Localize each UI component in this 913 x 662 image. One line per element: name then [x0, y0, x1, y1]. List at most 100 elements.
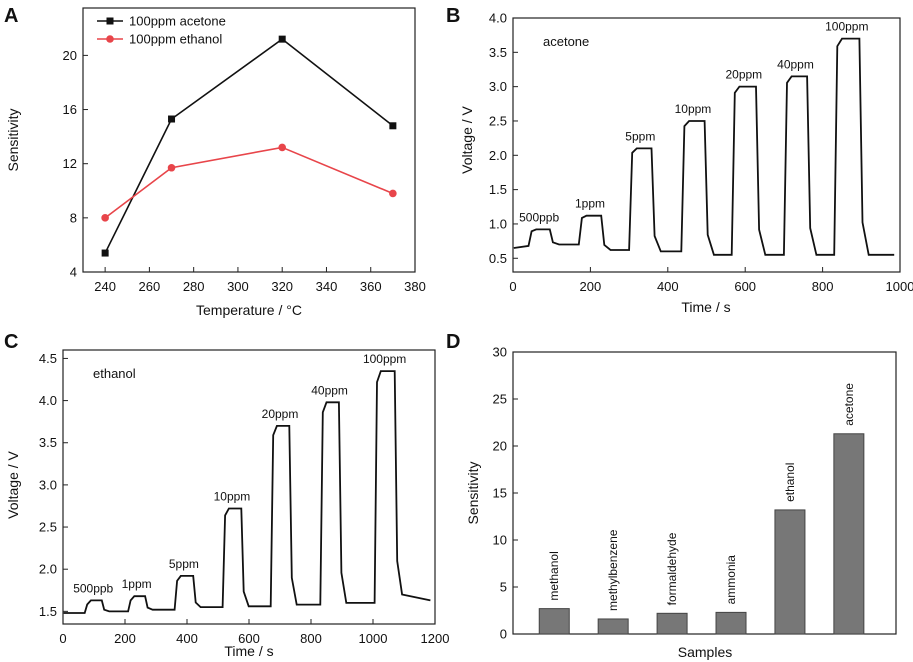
bar — [833, 433, 865, 635]
bar — [774, 509, 806, 635]
bar-category-label: ethanol — [783, 463, 797, 502]
x-axis-title: Time / s — [224, 643, 273, 659]
y-tick-label: 10 — [493, 533, 507, 548]
bar-category-label: methylbenzene — [606, 529, 620, 611]
x-tick-label: 800 — [812, 279, 834, 294]
x-tick-label: 800 — [300, 631, 322, 646]
y-tick-label: 8 — [70, 210, 77, 225]
pulse-label: 500ppb — [73, 581, 113, 595]
series-line-1 — [104, 146, 394, 219]
y-tick-label: 1.5 — [39, 604, 57, 619]
y-tick-label: 4.0 — [39, 393, 57, 408]
x-tick-label: 1000 — [886, 279, 913, 294]
data-point — [389, 189, 397, 198]
y-tick-label: 20 — [63, 48, 77, 63]
x-axis-title: Samples — [678, 644, 732, 660]
x-tick-label: 1000 — [359, 631, 388, 646]
y-tick-label: 25 — [493, 392, 507, 407]
data-point — [389, 122, 397, 130]
x-tick-label: 0 — [59, 631, 66, 646]
plot-frame — [62, 349, 436, 625]
data-point — [168, 115, 176, 123]
y-tick-label: 3.0 — [489, 79, 507, 94]
data-point — [101, 249, 109, 257]
panel-letter: C — [4, 331, 18, 353]
y-tick-label: 12 — [63, 156, 77, 171]
bar — [715, 611, 747, 635]
chart-panel-d: D 0 5 10 15 20 25 30 Sensitivity methanol methylbe… — [446, 331, 897, 660]
x-tick-label: 200 — [580, 279, 602, 294]
x-tick-label: 280 — [183, 279, 205, 294]
plot-frame — [512, 17, 901, 273]
y-tick-label: 30 — [493, 345, 507, 360]
y-tick-label: 2.5 — [489, 113, 507, 128]
x-tick-label: 360 — [360, 279, 382, 294]
x-tick-label: 300 — [227, 279, 249, 294]
y-tick-label: 2.0 — [39, 562, 57, 577]
pulse-label: 10ppm — [214, 489, 251, 503]
response-trace — [63, 370, 431, 614]
pulse-label: 500ppb — [519, 210, 559, 224]
chart-panel-b: B 0.5 1.0 1.5 2.0 2.5 3.0 3.5 4.0 Voltage / V 0 200… — [446, 5, 913, 315]
bar — [538, 608, 570, 635]
x-tick-label: 1200 — [421, 631, 450, 646]
x-tick-label: 240 — [94, 279, 116, 294]
legend-marker — [106, 35, 114, 43]
panel-letter: B — [446, 5, 460, 27]
x-tick-label: 380 — [404, 279, 426, 294]
y-axis-title: Voltage / V — [459, 105, 475, 173]
y-tick-label: 15 — [493, 486, 507, 501]
x-tick-label: 600 — [238, 631, 260, 646]
pulse-label: 100ppm — [825, 20, 868, 34]
plot-frame — [82, 7, 416, 273]
pulse-label: 10ppm — [675, 102, 712, 116]
y-tick-label: 1.0 — [489, 216, 507, 231]
pulse-label: 100ppm — [363, 352, 406, 366]
pulse-label: 1ppm — [122, 577, 152, 591]
series-line-0 — [104, 38, 394, 254]
pulse-label: 20ppm — [262, 407, 299, 421]
legend-label: 100ppm acetone — [129, 14, 226, 29]
data-point — [278, 35, 286, 43]
y-tick-label: 2.0 — [489, 148, 507, 163]
bar-category-label: methanol — [547, 551, 561, 600]
y-tick-label: 0 — [500, 627, 507, 642]
data-point — [278, 143, 287, 152]
panel-title: ethanol — [93, 366, 136, 381]
y-tick-label: 0.5 — [489, 251, 507, 266]
chart-panel-a: A 4 8 12 16 20 Sensitivity 240 260 280 300 320 340 36… — [4, 5, 426, 318]
pulse-label: 5ppm — [169, 557, 199, 571]
y-axis-title: Sensitivity — [5, 108, 21, 171]
data-point — [101, 214, 109, 222]
x-tick-label: 0 — [509, 279, 516, 294]
x-axis-title: Time / s — [681, 299, 730, 315]
bar-category-label: formaldehyde — [665, 532, 679, 605]
response-trace — [513, 37, 895, 256]
y-tick-label: 4.0 — [489, 11, 507, 26]
x-tick-label: 200 — [114, 631, 136, 646]
y-tick-label: 20 — [493, 439, 507, 454]
x-tick-label: 600 — [734, 279, 756, 294]
y-tick-label: 2.5 — [39, 520, 57, 535]
pulse-label: 40ppm — [777, 57, 814, 71]
x-tick-label: 260 — [139, 279, 161, 294]
x-tick-label: 400 — [176, 631, 198, 646]
x-axis-title: Temperature / °C — [196, 302, 302, 318]
pulse-label: 1ppm — [575, 197, 605, 211]
pulse-label: 20ppm — [725, 68, 762, 82]
panel-letter: D — [446, 331, 460, 353]
x-tick-label: 340 — [316, 279, 338, 294]
chart-panel-c: C 1.5 2.0 2.5 3.0 3.5 4.0 4.5 Voltage / V 0 200 400… — [4, 331, 449, 659]
pulse-label: 5ppm — [625, 129, 655, 143]
pulse-label: 40ppm — [311, 383, 348, 397]
x-tick-label: 400 — [657, 279, 679, 294]
y-tick-label: 5 — [500, 580, 507, 595]
y-tick-label: 16 — [63, 102, 77, 117]
y-axis-title: Sensitivity — [465, 461, 481, 524]
bar-category-label: ammonia — [724, 555, 738, 605]
y-tick-label: 3.5 — [39, 435, 57, 450]
y-tick-label: 4 — [70, 265, 77, 280]
panel-letter: A — [4, 5, 18, 27]
y-tick-label: 3.5 — [489, 45, 507, 60]
